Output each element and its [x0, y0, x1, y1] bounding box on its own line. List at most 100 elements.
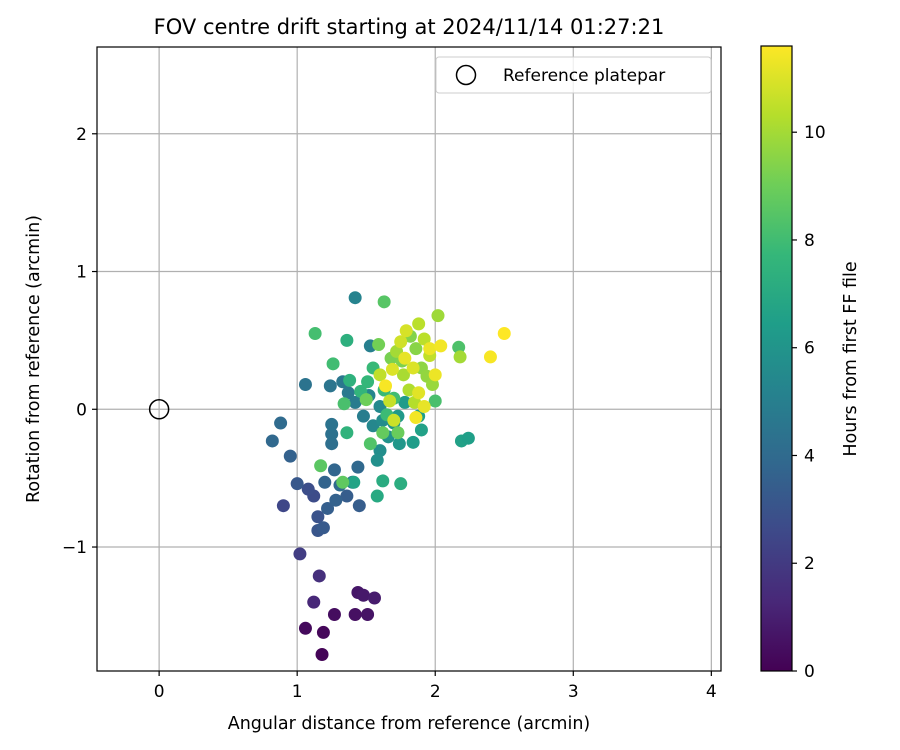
data-point — [314, 459, 328, 473]
y-axis-ticks: −1 0 1 2 — [62, 125, 97, 558]
data-point — [361, 608, 375, 622]
data-point — [329, 493, 343, 507]
data-point — [497, 327, 511, 341]
data-point — [356, 409, 370, 423]
data-point — [461, 431, 475, 445]
data-point — [327, 463, 341, 477]
data-point — [406, 361, 420, 375]
data-point — [323, 379, 337, 393]
data-point — [318, 475, 332, 489]
data-point — [409, 342, 423, 356]
data-point — [376, 474, 390, 488]
data-point — [377, 295, 391, 309]
data-point — [265, 434, 279, 448]
data-point — [340, 426, 354, 440]
data-point — [298, 621, 312, 635]
data-point — [290, 477, 304, 491]
legend-box — [435, 56, 712, 94]
data-point — [398, 395, 412, 409]
data-point — [301, 482, 315, 496]
colorbar-tick-label: 10 — [804, 123, 826, 143]
data-point — [347, 475, 361, 489]
reference-platepar-marker — [148, 399, 170, 420]
data-point — [356, 588, 370, 602]
data-point — [367, 591, 381, 605]
y-axis-label: Rotation from reference (arcmin) — [24, 215, 44, 503]
data-point — [348, 608, 362, 622]
data-point — [428, 394, 442, 408]
data-point — [359, 393, 373, 407]
y-tick-label: 0 — [76, 400, 87, 420]
data-point — [423, 342, 437, 356]
data-point — [276, 499, 290, 513]
data-points — [265, 291, 511, 661]
data-point — [308, 327, 322, 341]
data-point — [412, 386, 426, 400]
data-point — [316, 521, 330, 535]
x-tick-label: 0 — [154, 682, 165, 702]
data-point — [298, 377, 312, 391]
data-point — [431, 309, 445, 323]
data-point — [348, 395, 362, 409]
data-point — [307, 595, 321, 609]
colorbar-label: Hours from first FF file — [841, 261, 861, 456]
x-axis-ticks: 0 1 2 3 4 — [154, 671, 717, 702]
data-point — [311, 510, 325, 524]
data-point — [361, 375, 375, 389]
data-point — [409, 411, 423, 425]
data-point — [325, 427, 339, 441]
data-point — [398, 351, 412, 365]
data-point — [351, 460, 365, 474]
data-point — [274, 416, 288, 430]
data-point — [370, 489, 384, 503]
data-point — [406, 435, 420, 449]
data-point — [376, 426, 390, 440]
data-point — [434, 339, 448, 353]
legend-open-circle-icon — [455, 64, 477, 86]
data-point — [336, 475, 350, 489]
data-point — [341, 386, 355, 400]
data-point — [372, 338, 386, 352]
legend-label: Reference platepar — [503, 66, 665, 86]
data-point — [340, 489, 354, 503]
data-point — [326, 357, 340, 371]
data-point — [348, 291, 362, 305]
grid-lines — [97, 47, 721, 671]
colorbar-gradient — [760, 45, 793, 672]
data-point — [340, 333, 354, 347]
data-point — [337, 397, 351, 411]
data-point — [366, 419, 380, 433]
legend: Reference platepar — [435, 56, 712, 94]
colorbar: 0 2 4 6 8 10 Hours from first FF file — [760, 45, 861, 682]
data-point — [392, 437, 406, 451]
y-tick-label: 2 — [76, 125, 87, 145]
data-point — [452, 340, 466, 354]
colorbar-tick-label: 6 — [804, 339, 815, 359]
reference-marker-layer — [148, 399, 170, 420]
data-point — [316, 625, 330, 639]
data-point — [417, 400, 431, 414]
data-point — [394, 477, 408, 491]
chart-title: FOV centre drift starting at 2024/11/14 … — [154, 15, 665, 39]
colorbar-tick-label: 2 — [804, 554, 815, 574]
data-point — [379, 379, 393, 393]
data-point — [325, 437, 339, 451]
data-point — [428, 368, 442, 382]
data-point — [412, 317, 426, 331]
data-point — [315, 647, 329, 661]
data-point — [383, 394, 397, 408]
data-point — [293, 547, 307, 561]
plot-frame — [96, 46, 722, 672]
data-point — [453, 350, 467, 364]
data-point — [414, 423, 428, 437]
data-point — [370, 453, 384, 467]
data-point — [283, 449, 297, 463]
data-point — [373, 368, 387, 382]
data-point — [394, 335, 408, 349]
data-point — [385, 362, 399, 376]
data-point — [325, 417, 339, 431]
data-point — [387, 413, 401, 427]
x-tick-label: 2 — [430, 682, 441, 702]
